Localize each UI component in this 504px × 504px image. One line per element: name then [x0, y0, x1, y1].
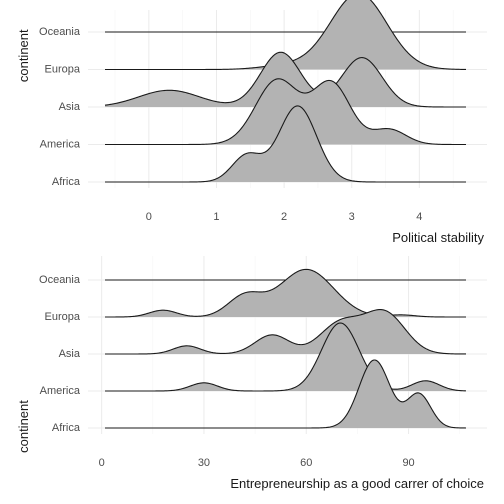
ridge-line-africa	[105, 359, 467, 429]
x-tick-label: 0	[99, 457, 105, 469]
y-tick-label-europa: Europa	[45, 63, 81, 75]
y-tick-label-asia: Asia	[59, 101, 81, 113]
y-tick-label-europa: Europa	[45, 311, 81, 323]
x-axis-title: Political stability	[392, 230, 484, 245]
ridges	[104, 0, 467, 183]
y-tick-label-africa: Africa	[52, 176, 81, 188]
ridge-fill-africa	[105, 360, 466, 428]
y-tick-labels: Africa America Asia Europa Oceania	[39, 274, 81, 434]
ridge-fill-europa	[105, 0, 466, 70]
x-tick-labels: 0 30 60 90	[99, 457, 415, 469]
x-tick-label: 3	[349, 211, 355, 223]
y-axis-title: continent	[16, 29, 31, 82]
x-tick-label: 30	[198, 457, 210, 469]
y-tick-labels: Africa America Asia Europa Oceania	[39, 26, 81, 188]
ridge-fill-europa	[105, 269, 466, 317]
y-tick-label-oceania: Oceania	[39, 274, 81, 286]
x-tick-label: 4	[416, 211, 422, 223]
ridge-fill-america	[105, 323, 466, 391]
x-tick-label: 2	[281, 211, 287, 223]
x-tick-labels: 0 1 2 3 4	[146, 211, 423, 223]
x-tick-label: 60	[300, 457, 312, 469]
ridge-line-america	[105, 322, 467, 392]
y-tick-label-africa: Africa	[52, 422, 81, 434]
ridge-fill-asia	[105, 309, 466, 354]
x-tick-label: 0	[146, 211, 152, 223]
y-tick-label-america: America	[40, 385, 81, 397]
ridge-fill-africa	[105, 105, 466, 182]
entrepreneurship-panel: Africa America Asia Europa Oceania 0 30 60 90 Ent…	[16, 256, 487, 491]
y-tick-label-asia: Asia	[59, 348, 81, 360]
y-tick-label-oceania: Oceania	[39, 26, 81, 38]
ridges	[105, 268, 467, 429]
ridge-line-asia	[105, 309, 466, 355]
ridge-fill-asia	[105, 52, 466, 107]
x-tick-label: 1	[213, 211, 219, 223]
ridge-line-europa	[105, 268, 466, 318]
x-axis-title: Entrepreneurship as a good carrer of cho…	[230, 476, 484, 491]
y-tick-label-america: America	[40, 138, 81, 150]
ridge-line-africa	[105, 105, 466, 183]
ridge-line-america	[105, 78, 466, 146]
ridge-line-asia	[104, 51, 466, 108]
political-stability-panel: Africa America Asia Europa Oceania 0 1 2 3 4 Polit…	[16, 0, 487, 245]
x-tick-label: 90	[402, 457, 414, 469]
y-axis-title: continent	[16, 400, 31, 453]
ridge-fill-america	[105, 78, 466, 145]
